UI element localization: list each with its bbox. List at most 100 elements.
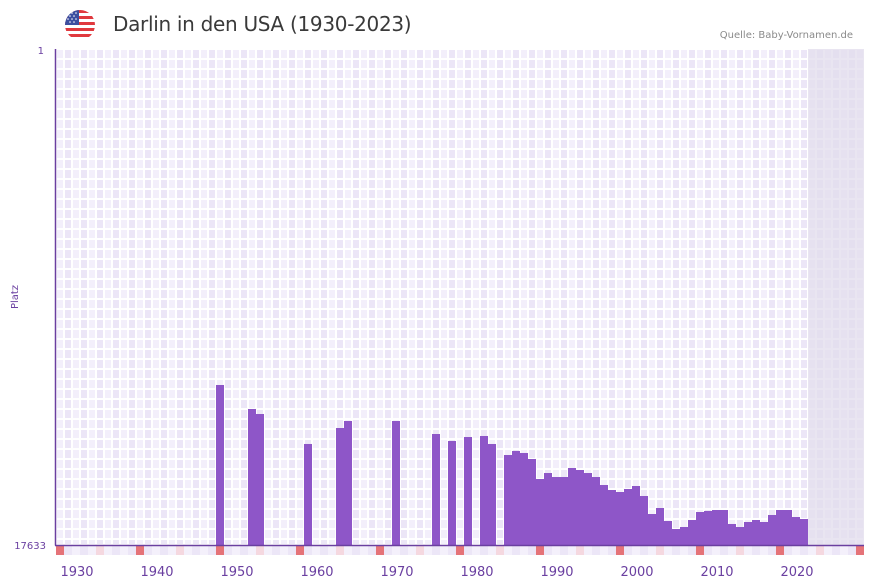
grid-cell [289, 520, 295, 528]
grid-cell [313, 160, 319, 168]
grid-cell [97, 190, 103, 198]
grid-cell [233, 190, 239, 198]
grid-cell [233, 80, 239, 88]
grid-cell [305, 250, 311, 258]
grid-cell [209, 60, 215, 68]
grid-cell [233, 500, 239, 508]
grid-cell [609, 340, 615, 348]
grid-cell [609, 330, 615, 338]
grid-cell [425, 430, 431, 438]
grid-cell [649, 180, 655, 188]
grid-cell [641, 90, 647, 98]
grid-cell [409, 210, 415, 218]
grid-cell [209, 170, 215, 178]
grid-cell [185, 190, 191, 198]
grid-cell [65, 160, 71, 168]
grid-cell [257, 270, 263, 278]
grid-cell [73, 130, 79, 138]
grid-cell [777, 140, 783, 148]
grid-cell [521, 310, 527, 318]
grid-cell [777, 300, 783, 308]
grid-cell [449, 250, 455, 258]
grid-cell [185, 200, 191, 208]
grid-cell [401, 70, 407, 78]
grid-cell [777, 130, 783, 138]
grid-cell [153, 540, 159, 544]
grid-cell [617, 250, 623, 258]
grid-cell [89, 540, 95, 544]
grid-cell [89, 360, 95, 368]
grid-cell [113, 140, 119, 148]
grid-cell [561, 400, 567, 408]
grid-cell [161, 330, 167, 338]
grid-cell [793, 130, 799, 138]
grid-cell [57, 350, 63, 358]
grid-cell [665, 430, 671, 438]
grid-cell [801, 390, 807, 398]
grid-cell [297, 370, 303, 378]
grid-cell [633, 300, 639, 308]
grid-cell [177, 450, 183, 458]
grid-cell [257, 90, 263, 98]
grid-cell [761, 150, 767, 158]
grid-cell [321, 480, 327, 488]
grid-cell [593, 140, 599, 148]
grid-cell [753, 390, 759, 398]
grid-cell [761, 280, 767, 288]
grid-cell [393, 350, 399, 358]
grid-cell [393, 150, 399, 158]
grid-cell [233, 230, 239, 238]
grid-cell [329, 510, 335, 518]
grid-cell [625, 250, 631, 258]
grid-cell [641, 440, 647, 448]
grid-cell [217, 190, 223, 198]
grid-cell [449, 310, 455, 318]
grid-cell [425, 150, 431, 158]
grid-cell [681, 210, 687, 218]
grid-cell [521, 290, 527, 298]
grid-cell [481, 350, 487, 358]
grid-cell [409, 470, 415, 478]
grid-cell [665, 110, 671, 118]
grid-cell [97, 240, 103, 248]
grid-cell [273, 200, 279, 208]
grid-cell [441, 500, 447, 508]
grid-cell [105, 300, 111, 308]
grid-cell [329, 300, 335, 308]
grid-cell [113, 220, 119, 228]
grid-cell [593, 220, 599, 228]
grid-cell [337, 420, 343, 428]
grid-cell [609, 370, 615, 378]
grid-cell [785, 120, 791, 128]
grid-cell [697, 190, 703, 198]
grid-cell [201, 400, 207, 408]
grid-cell [177, 500, 183, 508]
grid-cell [465, 400, 471, 408]
grid-cell [793, 80, 799, 88]
grid-cell [761, 360, 767, 368]
grid-cell [649, 370, 655, 378]
grid-cell [369, 340, 375, 348]
grid-cell [713, 380, 719, 388]
grid-cell [681, 320, 687, 328]
grid-cell [633, 440, 639, 448]
grid-cell [137, 290, 143, 298]
grid-cell [273, 390, 279, 398]
grid-cell [169, 490, 175, 498]
grid-cell [753, 360, 759, 368]
grid-cell [721, 450, 727, 458]
grid-cell [545, 140, 551, 148]
grid-cell [745, 220, 751, 228]
grid-cell [105, 230, 111, 238]
grid-cell [681, 110, 687, 118]
grid-cell [753, 250, 759, 258]
grid-cell [129, 260, 135, 268]
grid-cell [257, 380, 263, 388]
grid-cell [385, 380, 391, 388]
grid-cell [649, 320, 655, 328]
grid-cell [137, 160, 143, 168]
grid-cell [513, 400, 519, 408]
grid-cell [713, 410, 719, 418]
grid-cell [409, 50, 415, 58]
grid-cell [665, 90, 671, 98]
